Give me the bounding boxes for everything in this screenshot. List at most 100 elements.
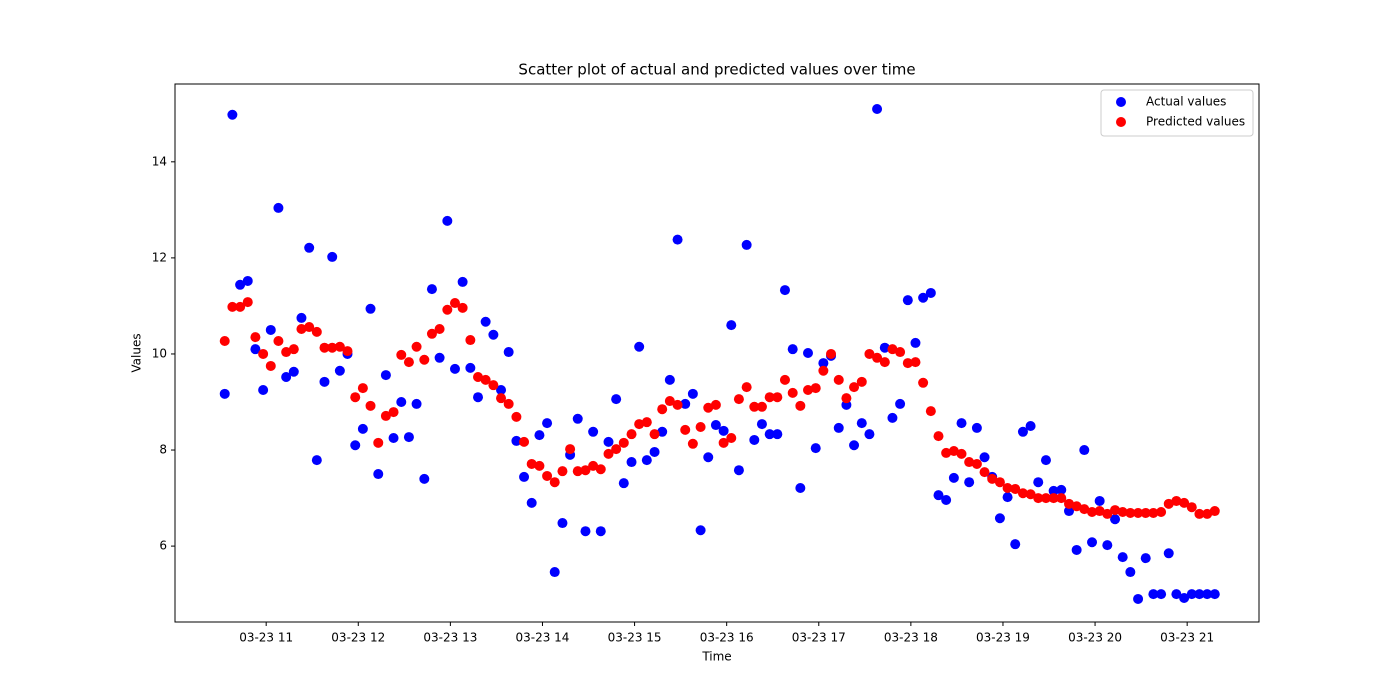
data-point xyxy=(549,567,560,578)
data-point xyxy=(856,418,867,429)
data-point xyxy=(534,460,545,471)
data-point xyxy=(1025,489,1036,500)
data-point xyxy=(396,349,407,360)
data-point xyxy=(411,398,422,409)
data-point xyxy=(687,438,698,449)
data-point xyxy=(288,344,299,355)
data-point xyxy=(227,301,238,312)
data-point xyxy=(1048,485,1059,496)
data-point xyxy=(503,347,514,358)
data-point xyxy=(795,400,806,411)
data-point xyxy=(918,292,929,303)
data-point xyxy=(1017,426,1028,437)
data-point xyxy=(687,388,698,399)
data-point xyxy=(664,374,675,385)
y-tick-label: 10 xyxy=(152,346,167,360)
data-point xyxy=(703,452,714,463)
data-point xyxy=(971,458,982,469)
data-point xyxy=(1010,483,1021,494)
data-point xyxy=(1171,495,1182,506)
data-point xyxy=(1148,589,1159,600)
data-point xyxy=(1156,506,1167,517)
data-point xyxy=(933,490,944,501)
data-point xyxy=(948,445,959,456)
data-point xyxy=(403,432,414,443)
data-point xyxy=(741,382,752,393)
data-point xyxy=(1079,504,1090,515)
data-point xyxy=(419,473,430,484)
x-tick-label: 03-23 17 xyxy=(792,631,846,645)
legend-label: Actual values xyxy=(1146,95,1226,109)
data-point xyxy=(626,457,637,468)
x-tick-label: 03-23 20 xyxy=(1068,631,1122,645)
data-point xyxy=(449,298,460,309)
x-tick-label: 03-23 18 xyxy=(884,631,938,645)
data-point xyxy=(549,477,560,488)
data-point xyxy=(1102,508,1113,519)
data-point xyxy=(219,388,230,399)
data-point xyxy=(1056,484,1067,495)
data-point xyxy=(1071,501,1082,512)
data-point xyxy=(1163,548,1174,559)
x-tick-label: 03-23 14 xyxy=(515,631,569,645)
data-point xyxy=(304,242,315,253)
data-point xyxy=(695,421,706,432)
data-point xyxy=(864,348,875,359)
data-point xyxy=(1017,488,1028,499)
data-point xyxy=(235,279,246,290)
data-point xyxy=(1048,493,1059,504)
data-point xyxy=(588,460,599,471)
data-point xyxy=(465,362,476,373)
data-point xyxy=(473,372,484,383)
data-point xyxy=(557,466,568,477)
data-point xyxy=(580,526,591,537)
data-point xyxy=(902,358,913,369)
data-point xyxy=(1040,493,1051,504)
data-point xyxy=(434,323,445,334)
data-point xyxy=(979,467,990,478)
data-point xyxy=(334,341,345,352)
legend-marker xyxy=(1116,97,1126,107)
data-point xyxy=(1094,506,1105,517)
data-point xyxy=(281,347,292,358)
data-point xyxy=(849,440,860,451)
data-point xyxy=(403,357,414,368)
data-point xyxy=(902,295,913,306)
data-point xyxy=(879,342,890,353)
x-tick-label: 03-23 12 xyxy=(331,631,385,645)
data-point xyxy=(1110,505,1121,516)
data-point xyxy=(411,341,422,352)
data-point xyxy=(618,437,629,448)
data-point xyxy=(1194,589,1205,600)
data-point xyxy=(1102,540,1113,551)
chart-title: Scatter plot of actual and predicted val… xyxy=(518,61,915,79)
data-point xyxy=(1033,477,1044,488)
data-point xyxy=(511,435,522,446)
data-point xyxy=(496,384,507,395)
data-point xyxy=(258,384,269,395)
data-point xyxy=(273,335,284,346)
data-point xyxy=(611,394,622,405)
data-point xyxy=(242,297,253,308)
data-point xyxy=(380,410,391,421)
data-point xyxy=(910,337,921,348)
data-point xyxy=(480,374,491,385)
data-point xyxy=(672,399,683,410)
data-point xyxy=(319,342,330,353)
data-point xyxy=(941,494,952,505)
data-point xyxy=(956,418,967,429)
data-point xyxy=(426,328,437,339)
data-point xyxy=(1002,492,1013,503)
data-point xyxy=(833,374,844,385)
data-point xyxy=(1133,593,1144,604)
x-tick-label: 03-23 15 xyxy=(608,631,662,645)
data-point xyxy=(519,471,530,482)
data-point xyxy=(641,455,652,466)
data-point xyxy=(626,429,637,440)
data-point xyxy=(787,344,798,355)
data-point xyxy=(327,251,338,262)
data-point xyxy=(672,234,683,245)
data-point xyxy=(1064,506,1075,517)
data-point xyxy=(703,402,714,413)
data-point xyxy=(388,407,399,418)
